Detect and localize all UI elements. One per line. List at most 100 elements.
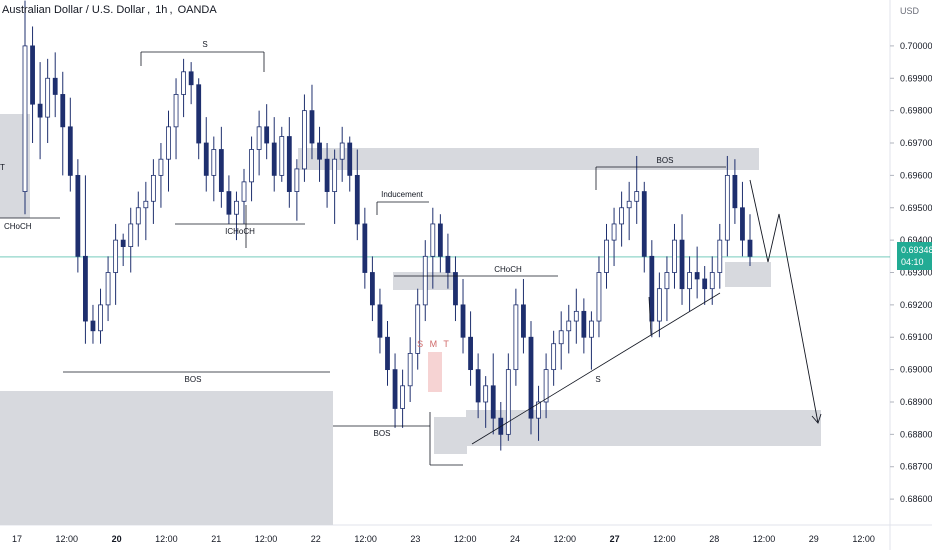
time-tick-label: 21 bbox=[211, 534, 221, 544]
chart-title: Australian Dollar / U.S. Dollar, 1h, OAN… bbox=[2, 4, 217, 16]
candle-body bbox=[453, 272, 458, 306]
candle-body bbox=[596, 272, 602, 322]
candle-body bbox=[687, 272, 692, 290]
candle-body bbox=[717, 239, 723, 273]
candle-body bbox=[732, 174, 738, 209]
price-tick-label: 0.69000 bbox=[900, 365, 932, 375]
candle-body bbox=[747, 239, 753, 257]
price-axis[interactable]: 0.70000 0.69900 0.69800 0.69700 0.69600 0.695… bbox=[890, 41, 932, 504]
structure-line bbox=[471, 292, 721, 445]
candle-body bbox=[422, 255, 428, 306]
candle-body bbox=[128, 223, 134, 248]
candle-body bbox=[407, 353, 413, 387]
candle-body bbox=[558, 330, 564, 345]
supply-demand-zones bbox=[0, 114, 821, 525]
candle-body bbox=[83, 255, 88, 322]
zone-box bbox=[434, 417, 467, 454]
candle-body bbox=[740, 207, 745, 241]
zone-box bbox=[725, 262, 771, 287]
time-tick-label: 12:00 bbox=[852, 534, 875, 544]
zone-box bbox=[298, 148, 759, 170]
candle-body bbox=[60, 94, 66, 128]
candle-body bbox=[589, 320, 594, 338]
annotation-label: S M T bbox=[417, 339, 451, 349]
time-tick-label: 27 bbox=[610, 534, 620, 544]
exchange-label: OANDA bbox=[177, 4, 217, 16]
price-tick-label: 0.68700 bbox=[900, 462, 932, 472]
candle-body bbox=[362, 223, 368, 273]
candle-body bbox=[505, 369, 511, 435]
price-tick-label: 0.69500 bbox=[900, 203, 932, 213]
candle-body bbox=[679, 239, 685, 290]
candle-body bbox=[445, 255, 451, 273]
last-price-value: 0.69348 bbox=[901, 245, 932, 255]
candle-body bbox=[113, 239, 119, 273]
candle-body bbox=[604, 239, 609, 273]
candle-body bbox=[551, 343, 557, 371]
candle-body bbox=[339, 142, 345, 160]
candle-body bbox=[120, 239, 126, 248]
time-tick-label: 28 bbox=[709, 534, 719, 544]
candle-body bbox=[490, 385, 496, 419]
candle-body bbox=[226, 191, 232, 215]
time-tick-label: 24 bbox=[510, 534, 520, 544]
price-tick-label: 0.69100 bbox=[900, 332, 932, 342]
price-tick-label: 0.68800 bbox=[900, 429, 932, 439]
time-tick-label: 20 bbox=[112, 534, 122, 544]
candle-body bbox=[75, 174, 81, 257]
candle-body bbox=[641, 191, 647, 257]
candle-body bbox=[143, 200, 149, 209]
candle-body bbox=[619, 207, 625, 225]
time-axis[interactable]: 17 12:00 20 12:00 21 12:00 22 12:00 23 12:00 24 12:… bbox=[12, 534, 875, 544]
candle-body bbox=[150, 174, 156, 202]
candle-body bbox=[543, 369, 549, 403]
candle-body bbox=[521, 304, 526, 338]
candle-body bbox=[52, 77, 58, 95]
time-tick-label: 23 bbox=[410, 534, 420, 544]
candle-body bbox=[536, 401, 541, 419]
zone-box bbox=[466, 410, 821, 446]
candle-body bbox=[347, 142, 353, 176]
currency-label: USD bbox=[900, 6, 920, 16]
candle-body bbox=[626, 200, 632, 209]
candle-body bbox=[400, 385, 406, 409]
time-tick-label: 12:00 bbox=[354, 534, 377, 544]
candle-body bbox=[528, 336, 534, 419]
candle-body bbox=[98, 304, 103, 332]
candle-body bbox=[188, 71, 194, 86]
candle-body bbox=[294, 168, 300, 192]
candle-body bbox=[264, 126, 270, 144]
time-tick-label: 22 bbox=[311, 534, 321, 544]
zone-box bbox=[0, 391, 333, 525]
structure-line bbox=[648, 296, 652, 336]
chart-annotations: S CHoCH ICHoCH BOS Inducement CHoCH BOS S M T BO… bbox=[0, 40, 673, 438]
candle-body bbox=[234, 200, 239, 215]
candle-body bbox=[392, 369, 398, 409]
candle-body bbox=[249, 149, 254, 183]
candle-body bbox=[211, 149, 217, 176]
candle-body bbox=[475, 369, 481, 403]
time-tick-label: 12:00 bbox=[454, 534, 477, 544]
candle-body bbox=[415, 304, 421, 354]
time-tick-label: 12:00 bbox=[56, 534, 79, 544]
last-price-badge: 0.69348 04:10 bbox=[897, 242, 932, 270]
price-tick-label: 0.68600 bbox=[900, 494, 932, 504]
candle-body bbox=[513, 304, 519, 371]
candle-body bbox=[324, 158, 330, 192]
candle-body bbox=[196, 84, 202, 144]
candle-body bbox=[173, 94, 179, 128]
candle-body bbox=[166, 126, 171, 160]
candle-body bbox=[271, 142, 277, 176]
candle-body bbox=[90, 320, 96, 332]
candle-body bbox=[377, 304, 383, 338]
annotation-label: ICHoCH bbox=[225, 227, 255, 236]
candle-body bbox=[317, 142, 322, 160]
candle-body bbox=[37, 103, 43, 118]
candle-body bbox=[45, 77, 51, 118]
price-tick-label: 0.70000 bbox=[900, 41, 932, 51]
candle-body bbox=[30, 45, 35, 105]
candle-body bbox=[332, 158, 338, 192]
price-tick-label: 0.69900 bbox=[900, 73, 932, 83]
time-tick-label: 12:00 bbox=[554, 534, 577, 544]
